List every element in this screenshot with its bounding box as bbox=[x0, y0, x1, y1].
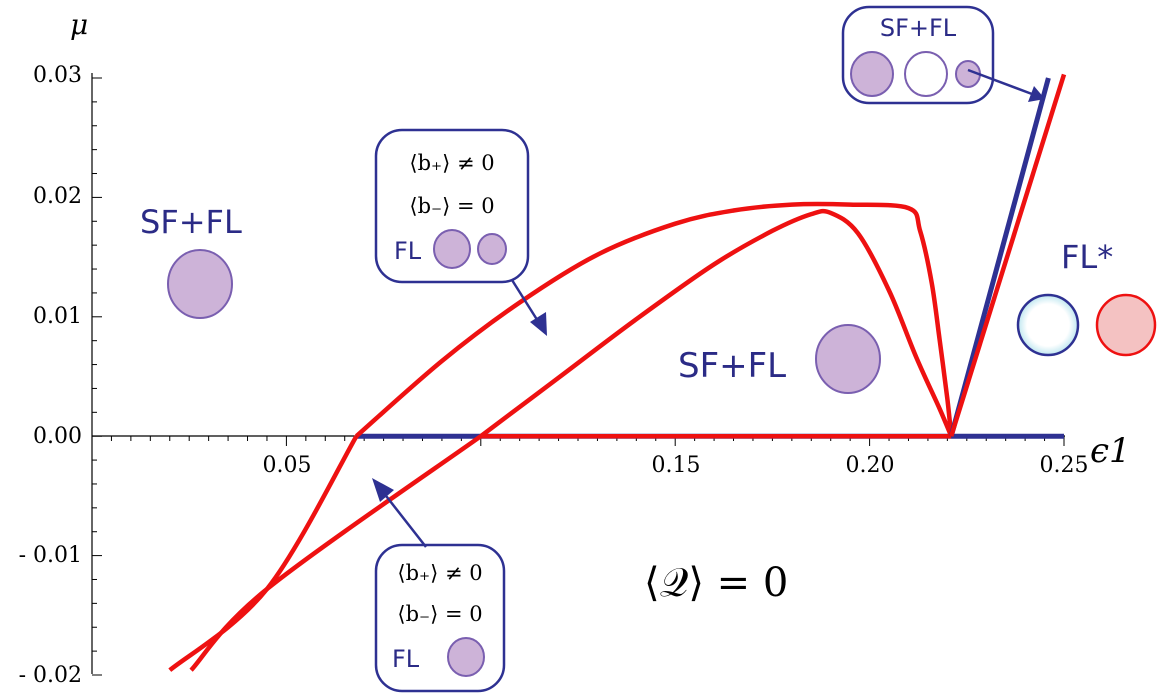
bubble-fl-star-blue bbox=[1016, 293, 1080, 357]
arrowhead-upper bbox=[530, 312, 547, 336]
y-axis-label: μ bbox=[70, 8, 88, 41]
curve-group bbox=[168, 73, 1067, 672]
annotation-box-top-right: SF+FL bbox=[841, 5, 995, 105]
arrow-lower bbox=[382, 491, 427, 548]
box-lower-line1: ⟨b₊⟩ ≠ 0 bbox=[397, 561, 482, 585]
y-tick-label: 0.03 bbox=[33, 63, 82, 88]
series-line-inner-upper bbox=[479, 208, 954, 438]
box-upper-line1: ⟨b₊⟩ ≠ 0 bbox=[409, 151, 494, 175]
box-lower-line2: ⟨b₋⟩ = 0 bbox=[397, 602, 482, 626]
bubble-middle bbox=[815, 324, 881, 394]
y-tick-label: 0.00 bbox=[33, 424, 82, 449]
series-line-steep-right bbox=[949, 73, 1067, 437]
box-upper-line2: ⟨b₋⟩ = 0 bbox=[409, 194, 494, 218]
box-upper-bubble-small bbox=[477, 233, 507, 265]
series-line-blue-steep-line bbox=[948, 77, 1051, 437]
arrowhead-lower bbox=[372, 478, 394, 502]
y-tick-label: - 0.01 bbox=[19, 543, 82, 568]
region-label-middle: SF+FL bbox=[678, 346, 786, 386]
x-tick-label: 0.15 bbox=[652, 453, 701, 478]
region-label-right: FL* bbox=[1061, 238, 1113, 276]
box-lower-bubble bbox=[447, 637, 485, 677]
x-tick-label: 0.05 bbox=[263, 453, 312, 478]
box-lower-label: FL bbox=[392, 645, 420, 673]
equation-label: ⟨𝒬⟩ = 0 bbox=[644, 560, 788, 606]
arrowhead-top-right bbox=[1028, 86, 1045, 102]
x-axis-label: ϵ1 bbox=[1090, 431, 1131, 471]
y-tick-label: - 0.02 bbox=[19, 663, 82, 688]
y-tick-label: 0.02 bbox=[33, 184, 82, 209]
box-upper-label: FL bbox=[394, 237, 422, 265]
bubble-left bbox=[167, 249, 233, 319]
box-top-right-label: SF+FL bbox=[880, 14, 957, 42]
annotation-box-upper: ⟨b₊⟩ ≠ 0 ⟨b₋⟩ = 0 FL bbox=[374, 128, 530, 284]
axis-ticks bbox=[91, 77, 1065, 676]
box-top-right-bubble-large bbox=[850, 51, 894, 97]
x-tick-label: 0.20 bbox=[846, 453, 895, 478]
bubble-fl-star-red bbox=[1095, 293, 1157, 357]
x-tick-label: 0.25 bbox=[1040, 453, 1089, 478]
series-line-outer-upper bbox=[354, 201, 954, 438]
arrow-top-right bbox=[967, 68, 1033, 96]
box-top-right-bubble-empty bbox=[904, 51, 948, 97]
y-tick-label: 0.01 bbox=[33, 304, 82, 329]
series-line-lower-right bbox=[189, 434, 483, 672]
box-upper-bubble-large bbox=[433, 229, 471, 269]
region-label-left: SF+FL bbox=[140, 203, 242, 241]
annotation-box-lower: ⟨b₊⟩ ≠ 0 ⟨b₋⟩ = 0 FL bbox=[374, 543, 506, 693]
